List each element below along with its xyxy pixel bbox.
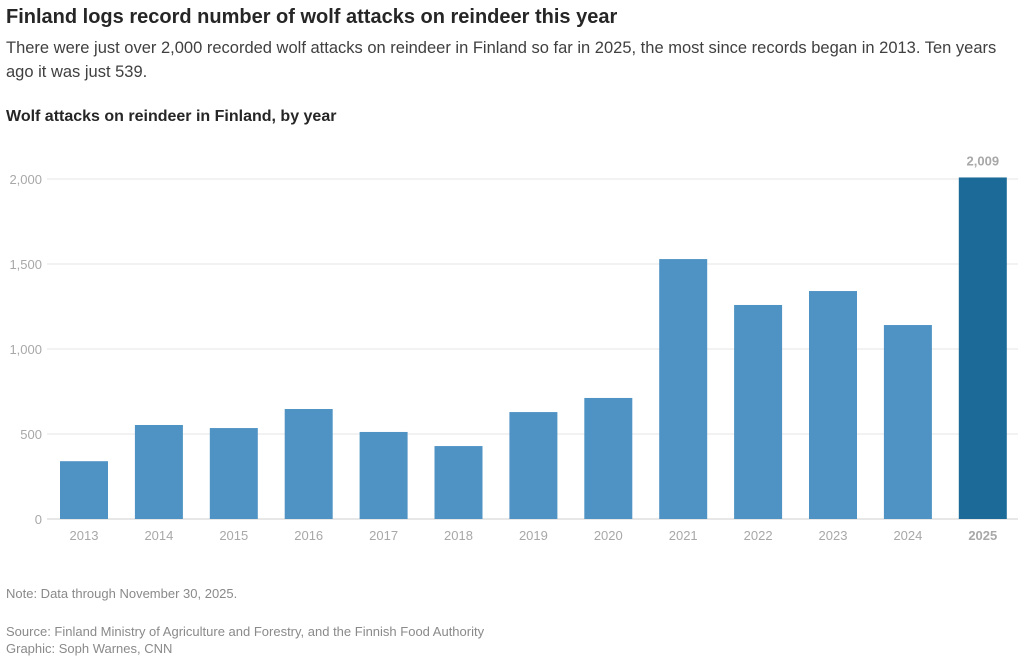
chart-title: Wolf attacks on reindeer in Finland, by …	[6, 108, 337, 125]
subtitle: There were just over 2,000 recorded wolf…	[6, 39, 997, 81]
x-tick-label: 2013	[70, 528, 99, 543]
bar-2023	[809, 291, 857, 519]
bar-2015	[209, 428, 258, 519]
source: Source: Finland Ministry of Agriculture …	[6, 623, 484, 657]
credit-text: Graphic: Soph Warnes, CNN	[6, 641, 173, 656]
x-tick-label: 2018	[444, 528, 473, 543]
x-tick-label: 2022	[744, 528, 773, 543]
bar-2013	[60, 461, 108, 519]
headline: Finland logs record number of wolf attac…	[6, 6, 618, 28]
x-tick-label: 2016	[294, 528, 323, 543]
bar-2025	[958, 177, 1007, 519]
x-tick-label: 2020	[594, 528, 623, 543]
x-tick-label: 2017	[369, 528, 398, 543]
x-tick-label: 2021	[669, 528, 698, 543]
x-tick-label: 2014	[144, 528, 173, 543]
y-tick-label: 500	[20, 427, 42, 442]
bar-2021	[659, 259, 708, 519]
bar-2017	[359, 431, 408, 519]
y-tick-label: 0	[35, 512, 42, 527]
bar-2024	[883, 325, 932, 519]
x-tick-label: 2024	[893, 528, 922, 543]
bar-2016	[284, 409, 333, 519]
x-tick-label: 2025	[968, 528, 997, 543]
x-tick-label: 2019	[519, 528, 548, 543]
x-tick-label: 2015	[219, 528, 248, 543]
bar-chart: 0 500 1,000 1,500 2,000 2013 2014 2015 2016 2017 2…	[9, 153, 1018, 543]
bar-2014	[134, 424, 183, 519]
y-tick-label: 1,000	[9, 342, 42, 357]
source-text: Source: Finland Ministry of Agriculture …	[6, 624, 485, 639]
bar-2018	[434, 446, 483, 519]
note: Note: Data through November 30, 2025.	[6, 586, 238, 601]
data-label: 2,009	[967, 153, 1000, 168]
bar-2020	[584, 397, 633, 519]
x-tick-label: 2023	[819, 528, 848, 543]
bar-2019	[509, 412, 558, 519]
y-tick-label: 1,500	[9, 257, 42, 272]
bar-2022	[734, 304, 783, 519]
y-tick-label: 2,000	[9, 172, 42, 187]
